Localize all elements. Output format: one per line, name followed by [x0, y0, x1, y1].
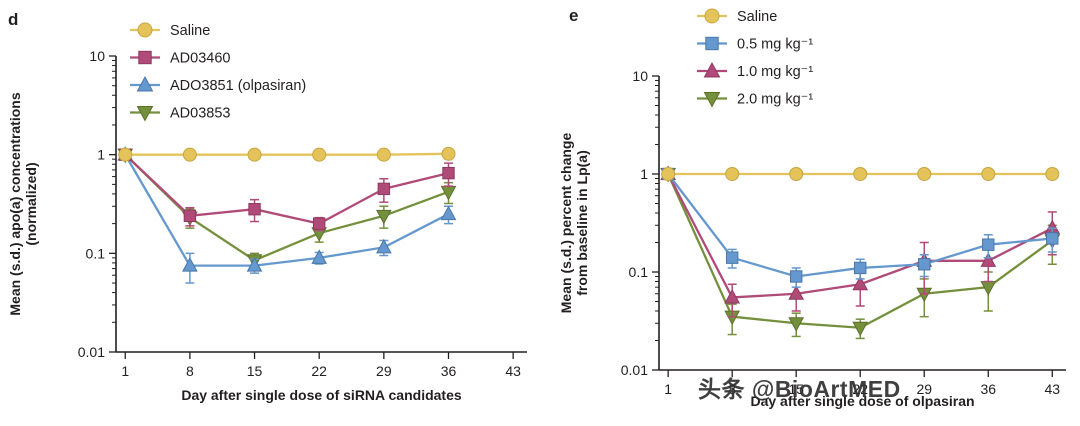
- panel-d-plot: 10 1 0.1 0.01 1 8 15 22 29 36 43 Day after single d…: [7, 22, 527, 403]
- svg-text:Mean (s.d.) apo(a) concentrati: Mean (s.d.) apo(a) concentrations(normal…: [7, 92, 39, 315]
- legend-d: Saline AD03460 ADO3851 (olpasiran) AD03853: [130, 22, 306, 122]
- svg-text:1.0 mg kg⁻¹: 1.0 mg kg⁻¹: [737, 64, 813, 80]
- svg-text:1: 1: [121, 363, 129, 379]
- svg-text:1: 1: [640, 166, 648, 182]
- svg-text:0.01: 0.01: [621, 362, 648, 378]
- series-d-3: [117, 148, 457, 270]
- series-e-0: [661, 167, 1060, 181]
- series-d-0: [118, 146, 456, 162]
- legend-e: Saline 0.5 mg kg⁻¹ 1.0 mg kg⁻¹ 2.0 mg kg⁻¹: [697, 8, 813, 108]
- svg-text:22: 22: [852, 381, 868, 397]
- svg-text:Saline: Saline: [737, 9, 777, 25]
- svg-text:22: 22: [311, 363, 327, 379]
- svg-text:36: 36: [441, 363, 457, 379]
- svg-text:Day after single dose of siRNA: Day after single dose of siRNA candidate…: [181, 387, 462, 403]
- svg-text:ADO3851 (olpasiran): ADO3851 (olpasiran): [170, 78, 306, 94]
- svg-text:0.5 mg kg⁻¹: 0.5 mg kg⁻¹: [737, 37, 813, 53]
- svg-text:AD03853: AD03853: [170, 106, 230, 122]
- watermark-text: 头条 @BioArtMED: [698, 376, 901, 402]
- svg-text:0.1: 0.1: [629, 264, 649, 280]
- svg-text:8: 8: [186, 363, 194, 379]
- svg-text:0.01: 0.01: [78, 344, 105, 360]
- svg-text:43: 43: [1044, 381, 1060, 397]
- svg-text:0.1: 0.1: [86, 245, 106, 261]
- panel-d: d 10 1 0.1 0.01 1 8 15 22 29 36 43 Day after single…: [7, 10, 527, 403]
- svg-text:1: 1: [97, 147, 105, 163]
- svg-text:29: 29: [376, 363, 392, 379]
- svg-text:43: 43: [505, 363, 521, 379]
- panel-e-plot: 10 1 0.1 0.01 1 8 15 22 29 36 43 Day after single d…: [558, 8, 1066, 409]
- panel-e: e 10 1 0.1 0.01 1 8 15 22 29 36 43 Day after single…: [545, 0, 1080, 426]
- svg-text:15: 15: [788, 381, 804, 397]
- svg-text:15: 15: [247, 363, 263, 379]
- svg-text:29: 29: [916, 381, 932, 397]
- series-d-1: [119, 148, 455, 232]
- svg-text:36: 36: [980, 381, 996, 397]
- svg-text:Saline: Saline: [170, 23, 210, 39]
- panel-d-label: d: [8, 10, 19, 29]
- svg-text:10: 10: [89, 48, 105, 64]
- svg-text:2.0 mg kg⁻¹: 2.0 mg kg⁻¹: [737, 92, 813, 108]
- svg-text:1: 1: [664, 381, 672, 397]
- series-e-3: [660, 168, 1061, 340]
- series-d-2: [117, 146, 457, 284]
- svg-text:10: 10: [632, 68, 648, 84]
- svg-text:AD03460: AD03460: [170, 51, 230, 67]
- svg-text:8: 8: [728, 381, 736, 397]
- svg-text:Mean (s.d.) percent changefrom: Mean (s.d.) percent changefrom baseline …: [558, 133, 590, 314]
- series-e-1: [661, 167, 1059, 288]
- panel-e-label: e: [569, 6, 579, 25]
- svg-text:Day after single dose of olpas: Day after single dose of olpasiran: [750, 393, 974, 409]
